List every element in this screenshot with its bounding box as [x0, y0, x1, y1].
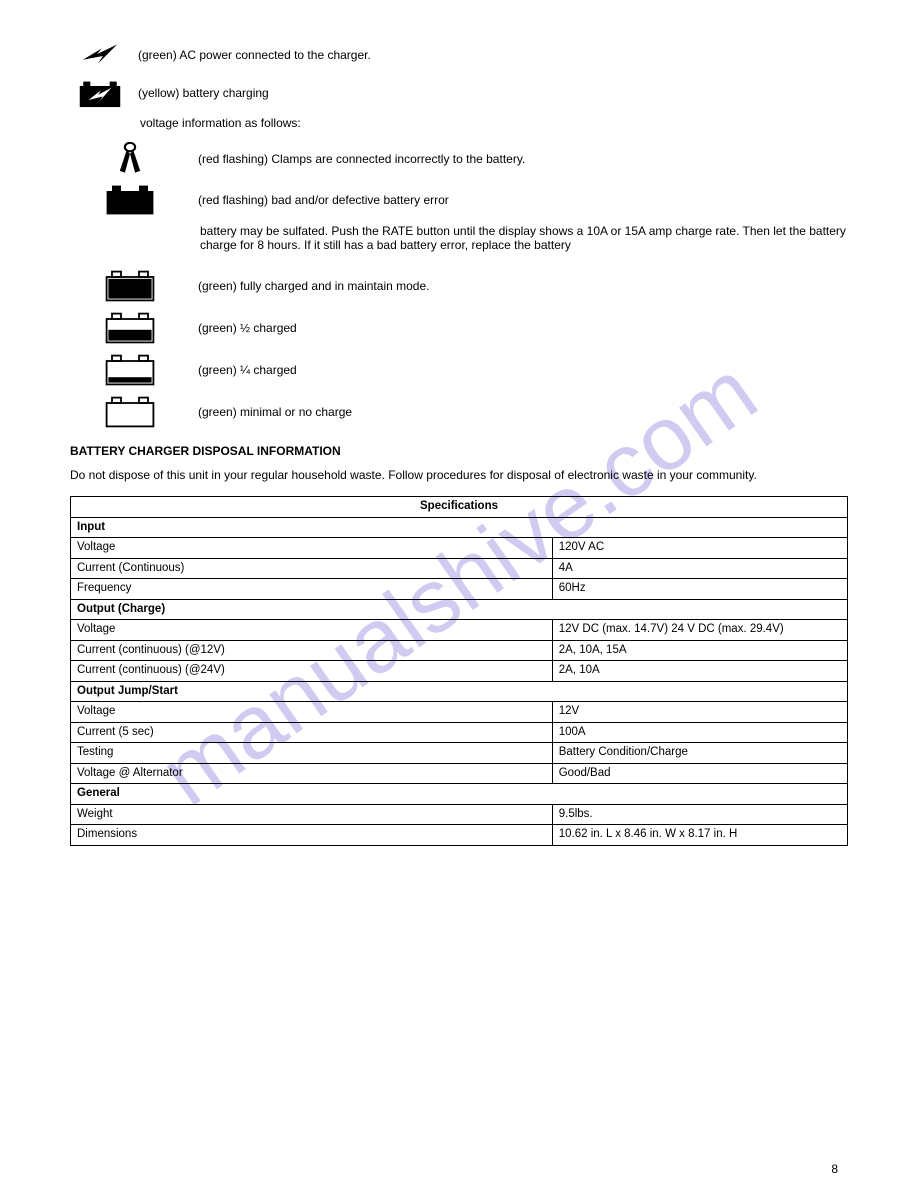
battery-bolt-icon — [70, 76, 130, 110]
battery-empty-icon — [70, 394, 190, 430]
battery-full-label: (green) fully charged and in maintain mo… — [190, 279, 848, 293]
specs-title: Specifications — [71, 497, 848, 518]
spec-section-header: General — [71, 784, 848, 805]
battery-full-icon — [70, 268, 190, 304]
spec-value: Good/Bad — [552, 763, 847, 784]
spec-section-header: Output Jump/Start — [71, 681, 848, 702]
battery-quarter-icon — [70, 352, 190, 388]
charging-desc: voltage information as follows: — [140, 116, 848, 130]
spec-label: Voltage — [71, 702, 553, 723]
spec-section-header: Output (Charge) — [71, 599, 848, 620]
battery-solid-icon — [70, 182, 190, 218]
spec-label: Voltage @ Alternator — [71, 763, 553, 784]
specs-table: Specifications InputVoltage120V ACCurren… — [70, 496, 848, 846]
spec-label: Testing — [71, 743, 553, 764]
battery-quarter-label: (green) ¼ charged — [190, 363, 848, 377]
spec-label: Voltage — [71, 538, 553, 559]
power-led-label: (green) AC power connected to the charge… — [130, 48, 848, 62]
page-content: (green) AC power connected to the charge… — [0, 0, 918, 846]
spec-value: 2A, 10A — [552, 661, 847, 682]
spec-section-header: Input — [71, 517, 848, 538]
spec-value: 100A — [552, 722, 847, 743]
spec-label: Current (continuous) (@24V) — [71, 661, 553, 682]
spec-value: 4A — [552, 558, 847, 579]
spec-value: 9.5lbs. — [552, 804, 847, 825]
spec-value: 12V DC (max. 14.7V) 24 V DC (max. 29.4V) — [552, 620, 847, 641]
spec-label: Dimensions — [71, 825, 553, 846]
spec-value: 2A, 10A, 15A — [552, 640, 847, 661]
disposal-text: Do not dispose of this unit in your regu… — [70, 468, 848, 482]
disposal-heading: BATTERY CHARGER DISPOSAL INFORMATION — [70, 444, 848, 458]
spec-value: 12V — [552, 702, 847, 723]
clamps-icon — [70, 142, 190, 176]
battery-empty-label: (green) minimal or no charge — [190, 405, 848, 419]
spec-label: Current (continuous) (@12V) — [71, 640, 553, 661]
bolt-icon — [70, 40, 130, 70]
clamps-label: (red flashing) Clamps are connected inco… — [190, 152, 848, 166]
spec-label: Current (5 sec) — [71, 722, 553, 743]
spec-value: Battery Condition/Charge — [552, 743, 847, 764]
spec-value: 60Hz — [552, 579, 847, 600]
bad-battery-desc: battery may be sulfated. Push the RATE b… — [200, 224, 848, 252]
battery-half-label: (green) ½ charged — [190, 321, 848, 335]
spec-value: 10.62 in. L x 8.46 in. W x 8.17 in. H — [552, 825, 847, 846]
page-number: 8 — [831, 1162, 838, 1176]
spec-label: Frequency — [71, 579, 553, 600]
spec-label: Weight — [71, 804, 553, 825]
spec-label: Voltage — [71, 620, 553, 641]
bad-battery-label: (red flashing) bad and/or defective batt… — [190, 193, 848, 207]
charging-led-label: (yellow) battery charging — [130, 86, 848, 100]
battery-half-icon — [70, 310, 190, 346]
spec-label: Current (Continuous) — [71, 558, 553, 579]
spec-value: 120V AC — [552, 538, 847, 559]
